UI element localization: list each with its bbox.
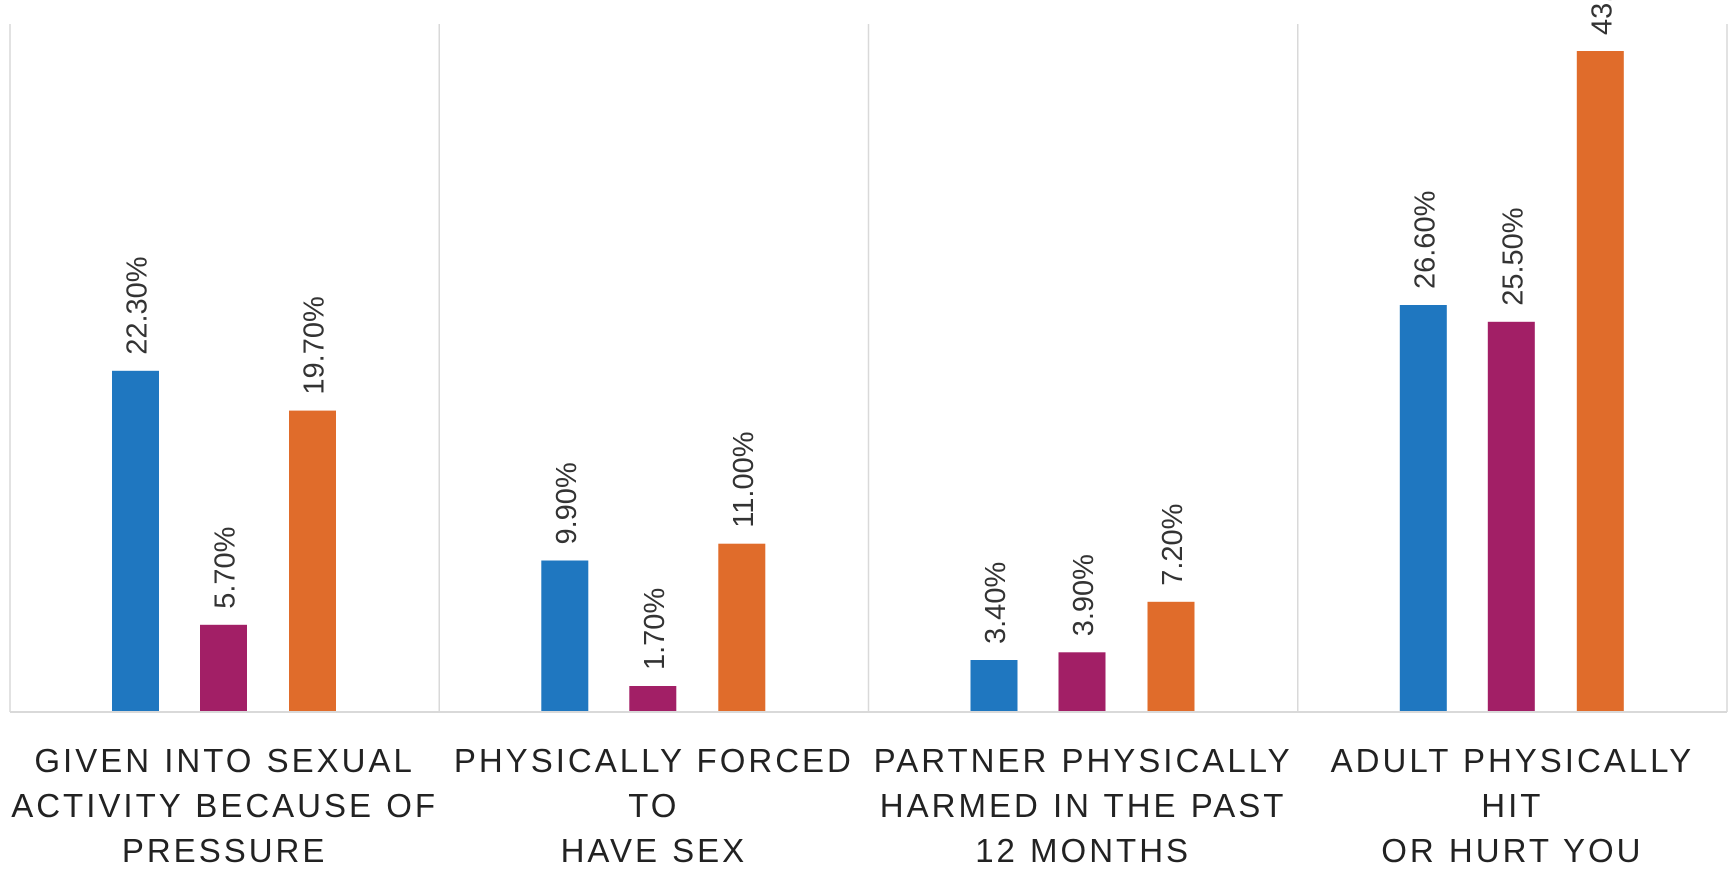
- bars: [112, 51, 1624, 712]
- category-label-4: ADULT PHYSICALLY HIT OR HURT YOU: [1330, 742, 1695, 869]
- data-label: 3.40%: [980, 562, 1012, 644]
- data-label: 43.20%: [1586, 0, 1618, 35]
- data-labels: 22.30% 9.90% 3.40% 26.60% 5.70% 1.70% 3.90% 25.…: [122, 0, 1619, 670]
- data-label: 5.70%: [210, 527, 242, 609]
- bar: [970, 660, 1018, 712]
- bar: [541, 560, 589, 712]
- data-label: 19.70%: [299, 296, 331, 394]
- data-label: 26.60%: [1409, 191, 1441, 289]
- data-label: 3.90%: [1068, 554, 1100, 636]
- bar: [629, 686, 677, 712]
- bar: [1147, 601, 1195, 712]
- bar: [289, 410, 336, 712]
- category-label-1: GIVEN INTO SEXUAL ACTIVITY BECAUSE OF PR…: [11, 742, 439, 869]
- data-label: 1.70%: [639, 588, 671, 670]
- bar: [1487, 321, 1535, 712]
- data-label: 22.30%: [122, 256, 154, 354]
- bar: [718, 543, 766, 712]
- category-label-3: PARTNER PHYSICALLY HARMED IN THE PAST 12…: [873, 742, 1293, 869]
- category-label-2: PHYSICALLY FORCED TO HAVE SEX: [453, 742, 854, 869]
- category-dividers: [9, 24, 1728, 712]
- bar: [1058, 652, 1106, 712]
- bar: [1576, 51, 1624, 712]
- data-label: 9.90%: [551, 462, 583, 544]
- data-label: 7.20%: [1157, 504, 1189, 586]
- bar: [1399, 305, 1447, 712]
- data-label: 25.50%: [1497, 207, 1529, 305]
- bar: [200, 624, 247, 712]
- data-label: 11.00%: [728, 431, 760, 527]
- bar: [112, 370, 159, 712]
